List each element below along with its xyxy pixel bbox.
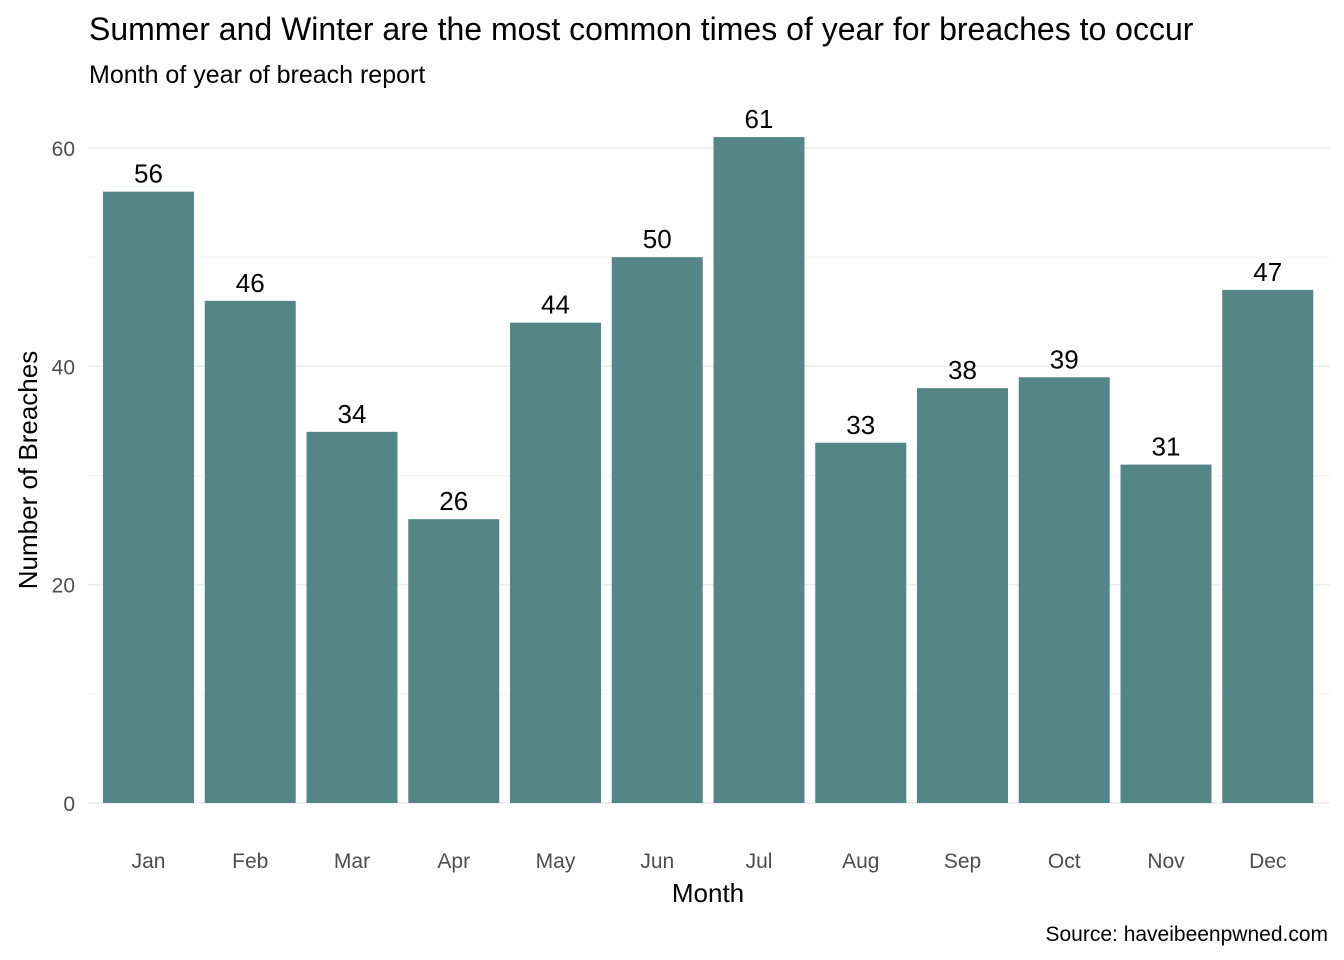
- bar-nov: [1120, 464, 1212, 803]
- data-label-may: 44: [541, 290, 570, 320]
- x-tick-label-apr: Apr: [437, 850, 470, 873]
- chart-title: Summer and Winter are the most common ti…: [89, 11, 1194, 47]
- data-labels: 56 46 34 26 44 50 61 33 38 39 31 47: [134, 104, 1282, 516]
- bar-jan: [103, 191, 194, 803]
- data-label-aug: 33: [846, 410, 875, 440]
- data-label-dec: 47: [1253, 257, 1282, 287]
- x-tick-label-aug: Aug: [842, 850, 879, 873]
- y-tick-label: 60: [52, 138, 75, 161]
- data-label-jun: 50: [643, 224, 672, 254]
- bar-sep: [917, 388, 1008, 803]
- bar-may: [510, 322, 601, 803]
- x-axis-title: Month: [672, 878, 744, 908]
- bar-oct: [1018, 377, 1110, 803]
- y-axis-ticks: 0 20 40 60: [52, 138, 75, 816]
- bar-dec: [1222, 289, 1314, 804]
- data-label-sep: 38: [948, 355, 977, 385]
- data-label-jul: 61: [745, 104, 774, 134]
- x-tick-label-dec: Dec: [1249, 850, 1286, 873]
- x-tick-label-jan: Jan: [132, 850, 166, 873]
- bar-jun: [611, 257, 703, 804]
- bar-mar: [306, 431, 398, 803]
- data-label-oct: 39: [1050, 344, 1079, 374]
- data-label-jan: 56: [134, 159, 163, 189]
- bar-feb: [204, 300, 296, 803]
- x-axis-ticks: Jan Feb Mar Apr May Jun Jul Aug Sep Oct Nov Dec: [132, 850, 1287, 873]
- x-tick-label-feb: Feb: [232, 850, 268, 873]
- x-tick-label-jun: Jun: [640, 850, 674, 873]
- data-label-apr: 26: [439, 486, 468, 516]
- x-tick-label-jul: Jul: [746, 850, 773, 873]
- bar-apr: [408, 519, 500, 803]
- x-tick-label-mar: Mar: [334, 850, 370, 873]
- data-label-feb: 46: [236, 268, 265, 298]
- bars: [103, 137, 1314, 804]
- bar-aug: [815, 442, 907, 803]
- y-axis-title: Number of Breaches: [13, 351, 43, 589]
- data-label-nov: 31: [1152, 432, 1181, 462]
- bar-jul: [713, 137, 805, 804]
- chart-subtitle: Month of year of breach report: [89, 61, 425, 89]
- chart-caption: Source: haveibeenpwned.com: [1045, 923, 1328, 946]
- x-tick-label-oct: Oct: [1048, 850, 1081, 873]
- x-tick-label-sep: Sep: [944, 850, 981, 873]
- data-label-mar: 34: [338, 399, 367, 429]
- y-tick-label: 0: [63, 793, 75, 816]
- y-tick-label: 40: [52, 356, 75, 379]
- y-tick-label: 20: [52, 575, 75, 598]
- x-tick-label-nov: Nov: [1147, 850, 1185, 873]
- x-tick-label-may: May: [536, 850, 576, 873]
